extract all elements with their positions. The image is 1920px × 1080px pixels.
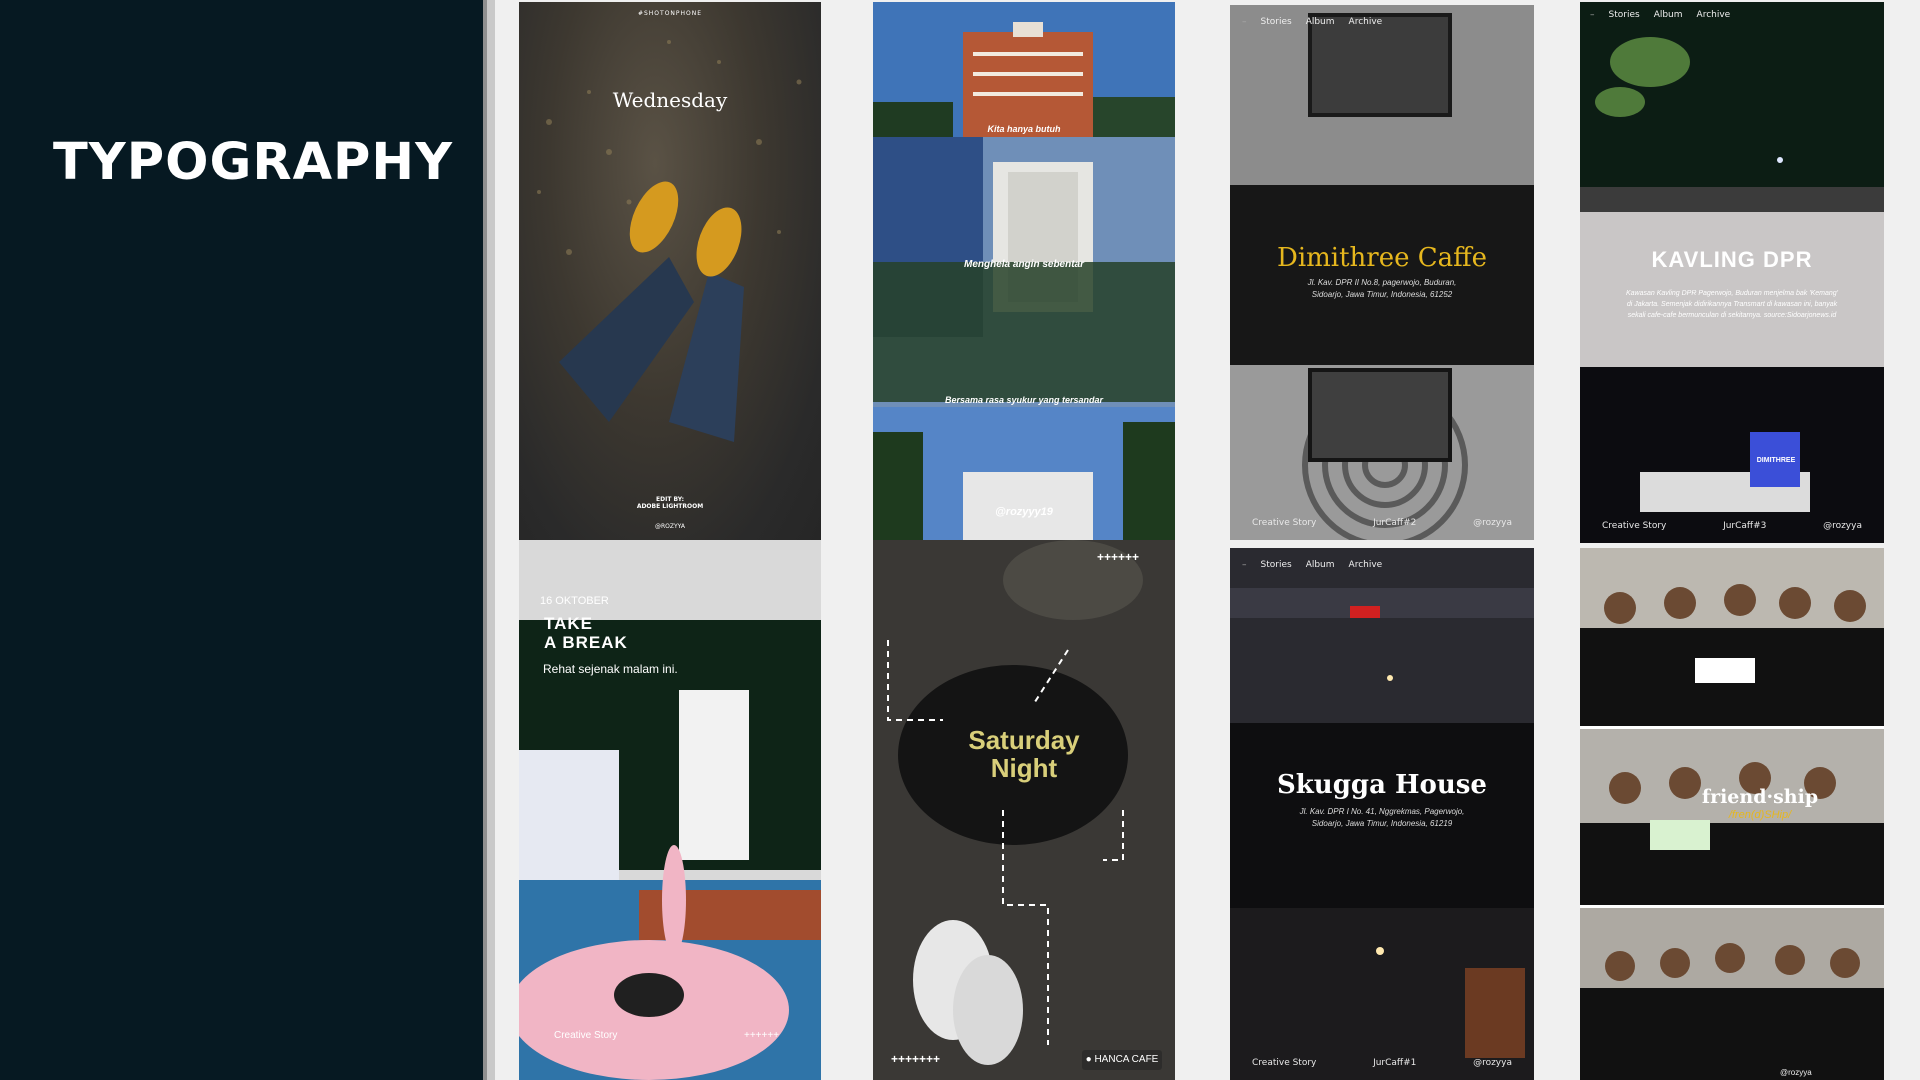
panel-dimithree[interactable]: – Stories Album Archive Dimithree Caffe … <box>1230 5 1534 540</box>
story-nav: – Stories Album Archive <box>1242 17 1383 27</box>
skugga-address-1: Jl. Kav. DPR I No. 41, Nggrekmas, Pagerw… <box>1299 807 1465 816</box>
nav-archive[interactable]: Archive <box>1348 17 1383 27</box>
footer-mid: JurCaff#3 <box>1723 521 1767 531</box>
collage-canvas: #SHOTONPHONE Wednesday EDIT BY: ADOBE LI… <box>495 0 1920 1080</box>
friendship-title: friend·ship <box>1701 786 1819 808</box>
saturday-title-1: Saturday <box>968 725 1080 755</box>
location-badge: ● HANCA CAFE <box>1082 1050 1162 1070</box>
footer-right: @rozyya <box>1823 521 1862 531</box>
saturday-title-2: Night <box>990 753 1058 783</box>
panel-friendship[interactable]: friend·ship /fren(d)SHip/ @rozyya <box>1580 548 1884 1080</box>
location-pin-icon: ● <box>1085 1054 1092 1065</box>
sidebar: TYPOGRAPHY <box>0 0 483 1080</box>
leaves-illustration <box>537 40 802 442</box>
nav-album[interactable]: Album <box>1305 560 1335 570</box>
dimithree-address-2: Sidoarjo, Jawa Timur, Indonesia, 61252 <box>1311 290 1453 299</box>
group-photo-illustration <box>1580 548 1884 1080</box>
city-caption-2: Menghela angin sebentar <box>963 259 1085 270</box>
dimithree-footer: Creative Story JurCaff#2 @rozyya <box>1230 518 1534 528</box>
nav-stories[interactable]: Stories <box>1260 560 1292 570</box>
city-illustration <box>873 2 1175 540</box>
city-caption-1: Kita hanya butuh <box>987 124 1061 134</box>
city-caption-3: Bersama rasa syukur yang tersandar <box>944 395 1104 405</box>
break-title-2: A BREAK <box>544 633 628 652</box>
divider <box>483 0 495 1080</box>
skugga-address-2: Sidoarjo, Jawa Timur, Indonesia, 61219 <box>1311 819 1453 828</box>
city-handle: @rozyyy19 <box>995 506 1053 518</box>
footer-mid: JurCaff#2 <box>1373 518 1417 528</box>
break-subtitle: Rehat sejenak malam ini. <box>543 662 678 676</box>
pool-illustration <box>519 540 821 1080</box>
footer-left: Creative Story <box>1252 1058 1317 1068</box>
panel-wednesday[interactable]: #SHOTONPHONE Wednesday EDIT BY: ADOBE LI… <box>519 2 821 540</box>
panel-take-a-break[interactable]: 16 OKTOBER TAKE A BREAK Rehat sejenak ma… <box>519 540 821 1080</box>
table-illustration <box>873 540 1175 1080</box>
nav-album[interactable]: Album <box>1653 10 1683 20</box>
footer-right: @rozyya <box>1473 1058 1512 1068</box>
panel-city[interactable]: Kita hanya butuh Menghela angin sebentar… <box>873 2 1175 540</box>
handle-label: @ROZYYA <box>655 523 685 530</box>
break-footer-left: Creative Story <box>554 1030 618 1041</box>
location-label: HANCA CAFE <box>1094 1054 1159 1065</box>
kavling-sign: DIMITHREE <box>1756 457 1796 464</box>
footer-left: Creative Story <box>1602 521 1667 531</box>
nav-stories[interactable]: Stories <box>1260 17 1292 27</box>
cafe-illustration <box>1230 5 1534 540</box>
page-title: TYPOGRAPHY <box>53 133 454 192</box>
footer-right: @rozyya <box>1473 518 1512 528</box>
panel-skugga-house[interactable]: – Stories Album Archive Skugga House Jl.… <box>1230 548 1534 1080</box>
dimithree-address-1: Jl. Kav. DPR II No.8, pagerwojo, Buduran… <box>1307 278 1457 287</box>
break-title-1: TAKE <box>544 614 594 633</box>
break-date: 16 OKTOBER <box>540 595 609 607</box>
break-footer-right: ++++++ <box>744 1030 780 1041</box>
saturday-plus-top: ++++++ <box>1097 550 1140 564</box>
kavling-illustration <box>1580 2 1884 543</box>
footer-mid: JurCaff#1 <box>1373 1058 1417 1068</box>
footer-left: Creative Story <box>1252 518 1317 528</box>
hashtag-label: #SHOTONPHONE <box>637 10 703 17</box>
skugga-title: Skugga House <box>1277 770 1487 800</box>
dimithree-title: Dimithree Caffe <box>1276 243 1488 273</box>
kavling-description: Kawasan Kavling DPR Pagerwojo, Buduran m… <box>1625 290 1838 319</box>
house-illustration <box>1230 548 1534 1080</box>
kavling-footer: Creative Story JurCaff#3 @rozyya <box>1580 521 1884 531</box>
friendship-phonetic: /fren(d)SHip/ <box>1728 809 1792 821</box>
kavling-title: KAVLING DPR <box>1651 247 1813 272</box>
wednesday-title: Wednesday <box>612 88 728 112</box>
skugga-footer: Creative Story JurCaff#1 @rozyya <box>1230 1058 1534 1068</box>
panel-kavling[interactable]: – Stories Album Archive KAVLING DPR Kawa… <box>1580 2 1884 543</box>
nav-archive[interactable]: Archive <box>1348 560 1383 570</box>
nav-album[interactable]: Album <box>1305 17 1335 27</box>
story-nav: – Stories Album Archive <box>1590 10 1731 20</box>
story-nav: – Stories Album Archive <box>1242 560 1383 570</box>
edit-by-label: EDIT BY: <box>656 496 684 503</box>
saturday-plus-bottom: +++++++ <box>891 1052 941 1066</box>
nav-stories[interactable]: Stories <box>1608 10 1640 20</box>
app-label: ADOBE LIGHTROOM <box>636 503 704 510</box>
nav-archive[interactable]: Archive <box>1696 10 1731 20</box>
panel-saturday-night[interactable]: ++++++ Saturday Night +++++++ ● HANCA CA… <box>873 540 1175 1080</box>
friendship-handle: @rozyya <box>1780 1068 1812 1077</box>
